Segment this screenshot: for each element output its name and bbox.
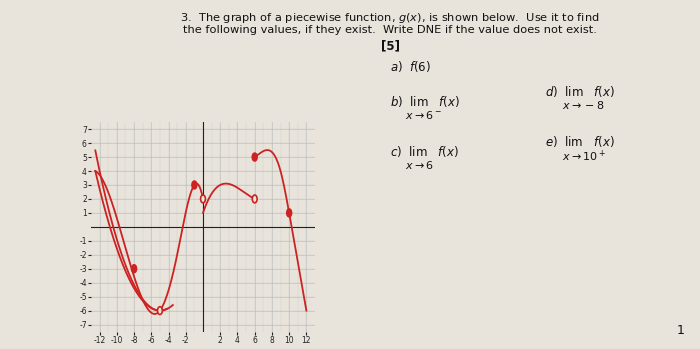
Circle shape [201, 195, 205, 203]
Circle shape [287, 209, 292, 217]
Text: 3.  The graph of a piecewise function, $g(x)$, is shown below.  Use it to find: 3. The graph of a piecewise function, $g… [181, 11, 600, 25]
Circle shape [252, 195, 257, 203]
Text: 1: 1 [677, 324, 685, 337]
Text: $d)$  $\lim$   $f(x)$: $d)$ $\lim$ $f(x)$ [545, 84, 615, 99]
Text: $x \to 6$: $x \to 6$ [405, 159, 434, 171]
Circle shape [158, 307, 162, 314]
Text: $e)$  $\lim$   $f(x)$: $e)$ $\lim$ $f(x)$ [545, 134, 615, 149]
Text: $x \to 10^+$: $x \to 10^+$ [562, 149, 606, 164]
Text: [5]: [5] [381, 39, 400, 52]
Text: $x \to 6^-$: $x \to 6^-$ [405, 109, 442, 121]
Text: the following values, if they exist.  Write DNE if the value does not exist.: the following values, if they exist. Wri… [183, 25, 597, 35]
Text: $b)$  $\lim$   $f(x)$: $b)$ $\lim$ $f(x)$ [390, 94, 460, 109]
Circle shape [132, 265, 136, 273]
Circle shape [252, 153, 257, 161]
Text: $x \to -8$: $x \to -8$ [562, 99, 605, 111]
Text: $a)$  $f(6)$: $a)$ $f(6)$ [390, 59, 431, 74]
Text: $c)$  $\lim$   $f(x)$: $c)$ $\lim$ $f(x)$ [390, 144, 459, 159]
Circle shape [192, 181, 197, 189]
